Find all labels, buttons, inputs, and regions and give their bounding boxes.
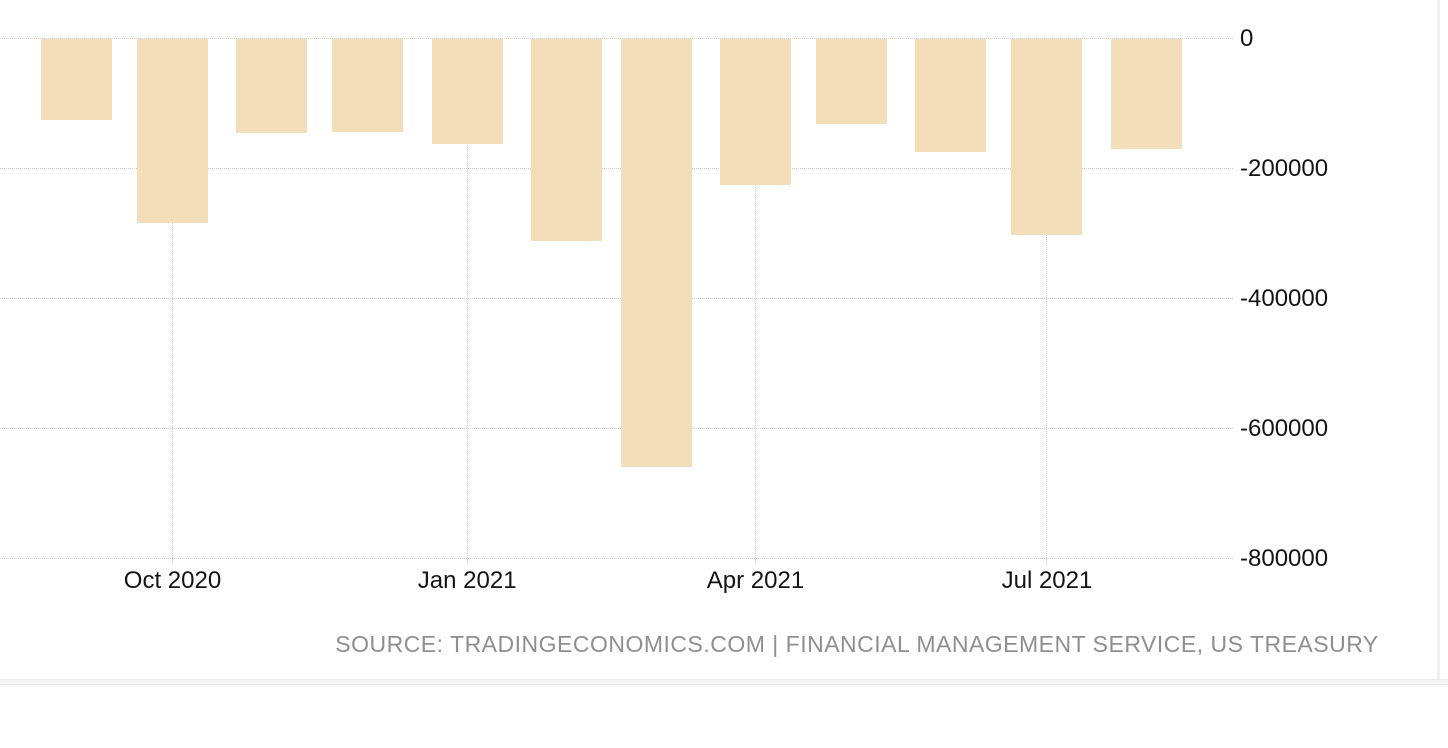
x-axis-tick-label: Jul 2021 xyxy=(1001,567,1093,594)
bar-apr-2021[interactable] xyxy=(719,38,791,186)
v-gridline xyxy=(1046,38,1048,564)
bar-oct-2020[interactable] xyxy=(136,38,208,224)
bottom-divider xyxy=(0,679,1448,685)
bar-nov-2020[interactable] xyxy=(236,38,308,133)
v-gridline xyxy=(754,38,756,564)
y-axis-tick-label: 0 xyxy=(1240,25,1254,52)
y-axis-tick-label: -600000 xyxy=(1240,415,1329,443)
bar-may-2021[interactable] xyxy=(816,38,888,125)
y-axis-tick-label: -400000 xyxy=(1240,285,1329,313)
bar-sep-2020[interactable] xyxy=(40,38,112,120)
bar-feb-2021[interactable] xyxy=(531,38,602,241)
source-line: SOURCE: TRADINGECONOMICS.COM | FINANCIAL… xyxy=(335,631,1379,657)
y-axis-tick-label: -800000 xyxy=(1240,545,1329,573)
h-gridline xyxy=(0,428,1233,430)
v-gridline xyxy=(466,38,468,564)
h-gridline xyxy=(0,168,1233,170)
bar-aug-2021[interactable] xyxy=(1110,38,1182,150)
bar-dec-2020[interactable] xyxy=(332,38,404,132)
x-axis-tick-label: Apr 2021 xyxy=(706,567,805,594)
bar-jun-2021[interactable] xyxy=(915,38,987,152)
bar-jan-2021[interactable] xyxy=(431,38,503,145)
v-gridline xyxy=(171,38,173,564)
bar-jul-2021[interactable] xyxy=(1011,38,1083,235)
h-gridline xyxy=(0,38,1233,39)
h-gridline xyxy=(0,298,1233,300)
x-axis-tick-label: Oct 2020 xyxy=(123,567,222,594)
y-axis-tick-label: -200000 xyxy=(1240,155,1329,183)
right-border-line xyxy=(1437,0,1440,681)
h-gridline xyxy=(0,558,1233,560)
x-axis-tick-label: Jan 2021 xyxy=(417,567,517,594)
bar-mar-2021[interactable] xyxy=(620,38,692,468)
